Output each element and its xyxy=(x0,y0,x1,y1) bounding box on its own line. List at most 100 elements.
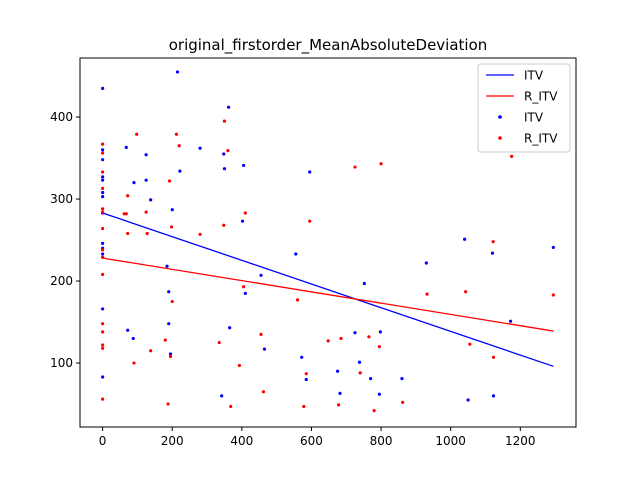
r-itv-point xyxy=(149,349,153,353)
r-itv-point xyxy=(304,372,308,376)
itv-point xyxy=(220,394,224,398)
r-itv-point xyxy=(163,338,167,342)
itv-point xyxy=(378,330,382,334)
itv-point xyxy=(175,70,180,74)
legend-box xyxy=(477,63,571,153)
itv-point xyxy=(126,328,130,332)
itv-regression-line xyxy=(102,212,554,367)
itv-point xyxy=(362,281,366,286)
r-itv-point xyxy=(259,332,263,336)
r-itv-point xyxy=(135,132,139,136)
r-itv-point xyxy=(101,397,105,401)
r-itv-point xyxy=(170,299,174,304)
r-itv-point xyxy=(241,285,246,289)
itv-point xyxy=(101,158,105,162)
r-itv-point xyxy=(237,363,242,368)
itv-point xyxy=(300,355,304,359)
r-itv-point xyxy=(339,336,343,341)
itv-point xyxy=(508,319,513,323)
r-itv-point xyxy=(122,212,126,216)
x-tick-label: 800 xyxy=(370,434,393,448)
itv-point xyxy=(241,163,246,168)
r-itv-point xyxy=(379,162,383,166)
r-itv-point xyxy=(491,355,496,359)
r-itv-point xyxy=(126,194,130,198)
r-itv-point xyxy=(261,390,266,394)
itv-point xyxy=(101,241,105,245)
axes: 0 200 400 600 800 1000 1200 100 200 300 400 xyxy=(50,110,535,448)
itv-point xyxy=(369,377,373,381)
x-tick-label: 1000 xyxy=(435,434,466,448)
r-itv-point xyxy=(169,225,174,229)
chart-title: original_firstorder_MeanAbsoluteDeviatio… xyxy=(169,36,488,55)
r-itv-point xyxy=(353,165,357,169)
legend-label: ITV xyxy=(524,111,544,125)
x-tick-label: 0 xyxy=(99,434,107,448)
itv-point xyxy=(124,145,128,149)
r-itv-point xyxy=(222,119,227,123)
r-itv-point xyxy=(101,142,105,146)
x-tick-label: 200 xyxy=(161,434,184,448)
plot-area xyxy=(101,70,555,413)
r-itv-point xyxy=(491,240,495,244)
r-itv-point xyxy=(101,207,105,211)
itv-point xyxy=(259,273,263,277)
r-itv-point xyxy=(101,322,105,326)
x-tick-label: 1200 xyxy=(505,434,536,448)
itv-point xyxy=(167,290,171,294)
itv-point xyxy=(131,336,135,341)
itv-point xyxy=(551,245,555,250)
itv-point xyxy=(167,322,171,326)
itv-point xyxy=(227,105,231,109)
r-itv-point xyxy=(168,354,173,359)
itv-point xyxy=(463,237,467,241)
r-itv-point xyxy=(126,231,130,236)
itv-point xyxy=(101,190,105,195)
itv-point xyxy=(149,198,153,202)
legend: ITV R_ITV ITV R_ITV xyxy=(477,63,571,153)
r-itv-point xyxy=(101,151,105,155)
r-itv-point xyxy=(468,342,472,346)
itv-point xyxy=(101,148,105,152)
r-itv-point xyxy=(401,400,405,404)
r-itv-point xyxy=(295,298,300,302)
r-itv-point xyxy=(510,154,514,158)
itv-point xyxy=(243,291,247,295)
y-tick-label: 300 xyxy=(50,192,73,206)
itv-point xyxy=(400,377,404,381)
itv-point xyxy=(240,219,245,223)
itv-point xyxy=(466,398,470,402)
r-itv-point xyxy=(177,144,181,148)
itv-point xyxy=(101,86,105,90)
r-itv-point xyxy=(358,371,362,375)
itv-point xyxy=(222,152,226,156)
itv-point xyxy=(101,375,105,379)
itv-point xyxy=(101,178,105,182)
r-itv-point xyxy=(101,255,105,259)
r-itv-point xyxy=(229,404,233,409)
r-itv-point xyxy=(101,330,105,334)
itv-point xyxy=(168,352,173,356)
legend-label: ITV xyxy=(524,69,544,83)
r-itv-point xyxy=(308,219,312,223)
r-itv-point xyxy=(243,211,247,215)
r-itv-point xyxy=(226,149,230,153)
itv-point xyxy=(335,369,340,373)
legend-label: R_ITV xyxy=(524,90,558,104)
r-itv-point xyxy=(367,335,371,339)
itv-point xyxy=(198,146,202,150)
r-itv-point xyxy=(166,402,170,406)
itv-point xyxy=(101,307,105,311)
itv-point xyxy=(491,394,496,398)
r-itv-point xyxy=(101,226,105,231)
itv-point xyxy=(228,326,232,330)
r-itv-point xyxy=(372,409,376,413)
r-itv-point xyxy=(217,340,221,345)
r-itv-point xyxy=(101,343,105,347)
itv-point xyxy=(262,347,267,351)
r-itv-point xyxy=(101,272,105,277)
itv-point xyxy=(222,167,227,171)
r-itv-point xyxy=(167,179,172,183)
r-itv-point xyxy=(144,210,148,214)
